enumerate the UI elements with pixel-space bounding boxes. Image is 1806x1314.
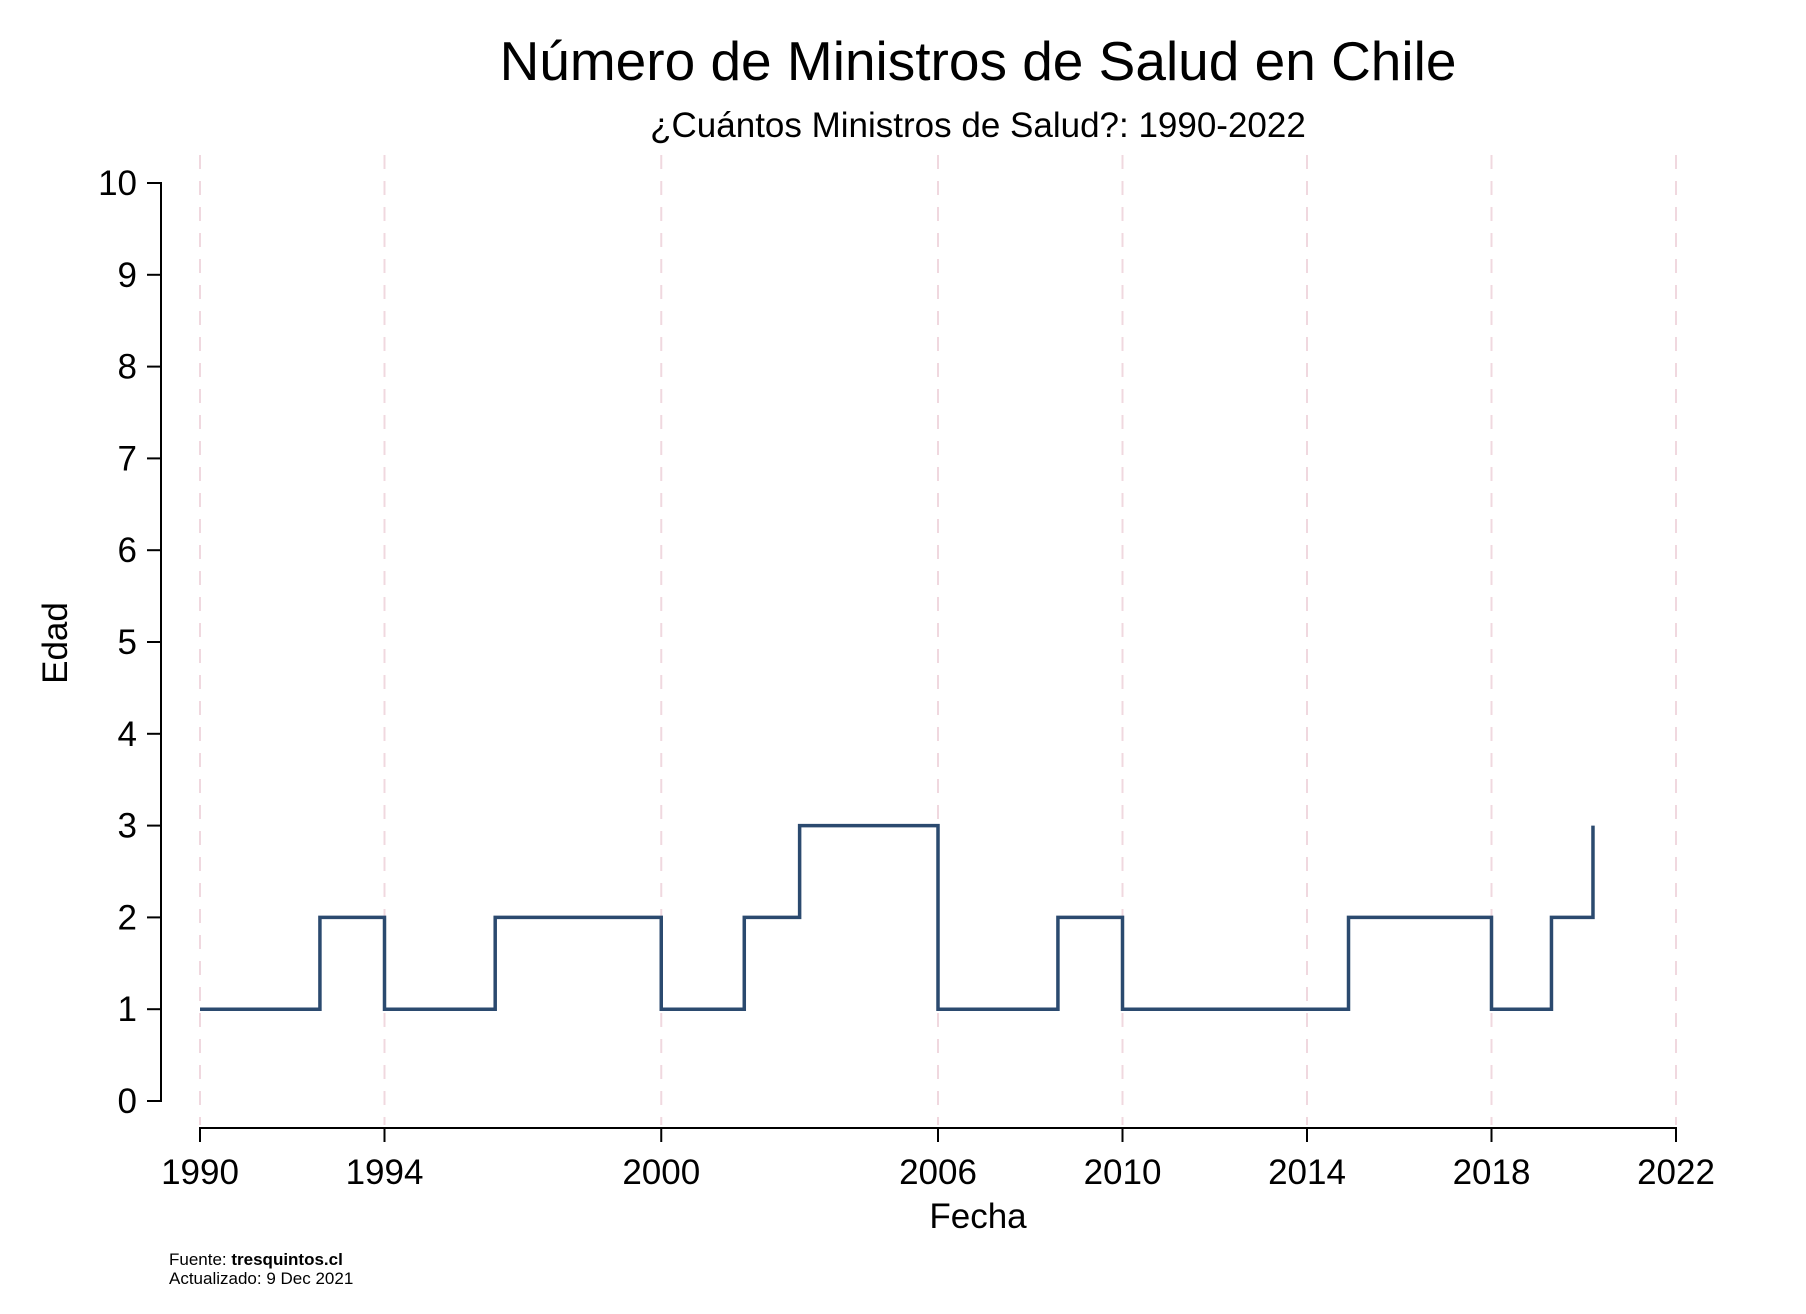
chart-title: Número de Ministros de Salud en Chile <box>500 30 1457 92</box>
x-ticks: 1990 1994 2000 2006 2010 2014 2018 2022 <box>161 1128 1715 1192</box>
axes <box>160 182 1677 1129</box>
y-tick-label: 4 <box>118 715 137 754</box>
series-group <box>200 823 1595 1011</box>
x-tick-label: 2000 <box>622 1153 700 1192</box>
chart-subtitle: ¿Cuántos Ministros de Salud?: 1990-2022 <box>650 106 1306 145</box>
source-line: Fuente: tresquintos.cl <box>169 1250 353 1269</box>
updated-line: Actualizado: 9 Dec 2021 <box>169 1269 354 1288</box>
y-tick-label: 0 <box>118 1082 137 1121</box>
x-tick-label: 2006 <box>899 1153 977 1192</box>
y-tick-label: 2 <box>118 898 137 937</box>
y-tick-label: 6 <box>118 531 137 570</box>
source-value: tresquintos.cl <box>231 1250 343 1269</box>
y-ticks: 0 1 2 3 4 5 6 7 8 9 10 <box>98 164 161 1121</box>
x-tick-label: 2010 <box>1084 1153 1162 1192</box>
x-tick-label: 2014 <box>1268 1153 1346 1192</box>
y-tick-label: 9 <box>118 256 137 295</box>
x-tick-label: 1990 <box>161 1153 239 1192</box>
source-label: Fuente: <box>169 1250 232 1269</box>
series-line <box>200 823 1595 1011</box>
x-axis-label: Fecha <box>929 1197 1027 1236</box>
y-tick-label: 7 <box>118 439 137 478</box>
y-tick-label: 3 <box>118 807 137 846</box>
y-tick-label: 10 <box>98 164 137 203</box>
y-tick-label: 1 <box>118 990 137 1029</box>
y-tick-label: 5 <box>118 623 137 662</box>
y-tick-label: 8 <box>118 348 137 387</box>
x-tick-label: 2022 <box>1637 1153 1715 1192</box>
y-axis-label: Edad <box>36 602 75 684</box>
x-tick-label: 2018 <box>1453 1153 1531 1192</box>
footer: Fuente: tresquintos.cl Actualizado: 9 De… <box>169 1250 353 1288</box>
x-tick-label: 1994 <box>346 1153 424 1192</box>
